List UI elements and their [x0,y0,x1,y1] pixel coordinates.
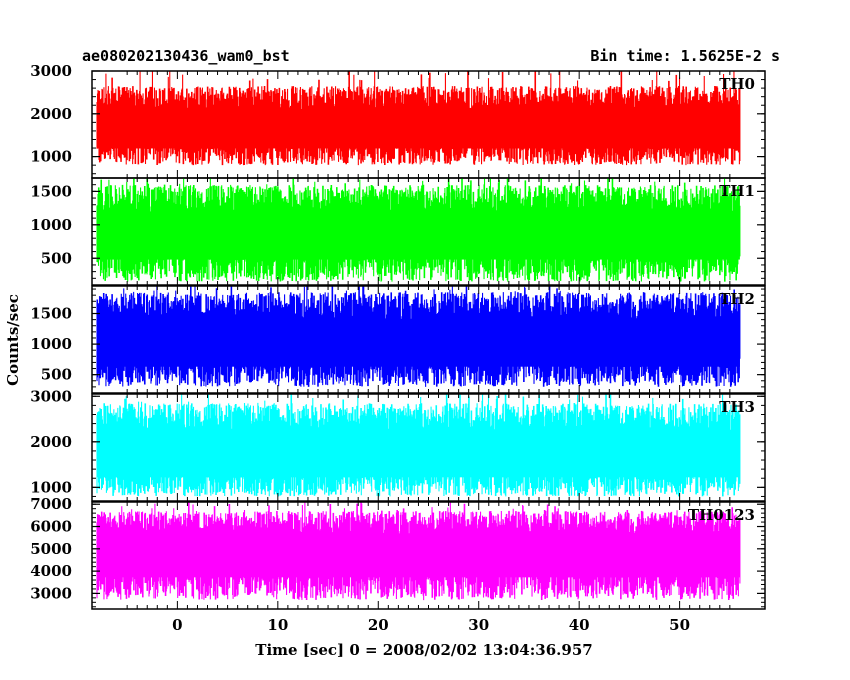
y-tick-label: 2000 [30,105,72,123]
y-tick-label: 3000 [30,584,72,602]
y-tick-label: 1500 [30,182,72,200]
y-tick-label: 3000 [30,62,72,80]
y-axis-label: Counts/sec [4,294,22,386]
series-core-th0123 [97,539,740,578]
panel-label-th0123: TH0123 [688,506,755,524]
panel-label-th0: TH0 [719,75,755,93]
y-tick-label: 1000 [30,335,72,353]
x-tick-label: 40 [569,616,590,634]
x-tick-label: 50 [669,616,690,634]
chart-title: ae080202130436_wam0_bst [82,47,290,65]
y-tick-label: 1000 [30,148,72,166]
y-tick-label: 1000 [30,216,72,234]
y-tick-label: 7000 [30,495,72,513]
y-tick-label: 1500 [30,305,72,323]
y-tick-label: 1000 [30,478,72,496]
series-core-th3 [97,436,740,478]
y-tick-label: 2000 [30,433,72,451]
panel-th1: 500 1000 1500 TH1 [30,177,766,286]
panel-label-th2: TH2 [719,290,755,308]
x-tick-labels: 0 10 20 30 40 50 [172,616,690,634]
y-tick-label: 6000 [30,518,72,536]
x-tick-label: 20 [368,616,389,634]
series-core-th2 [97,325,740,367]
x-tick-label: 30 [468,616,489,634]
x-axis-label: Time [sec] 0 = 2008/02/02 13:04:36.957 [255,641,592,659]
panel-label-th3: TH3 [719,398,755,416]
panel-label-th1: TH1 [719,182,755,200]
x-tick-label: 10 [267,616,288,634]
panel-th2: 500 1000 1500 TH2 [30,285,766,394]
y-tick-label: 500 [41,366,72,384]
panels-group: 1000 2000 3000 TH0 500 1000 1500 TH1 500 1000 1500… [30,62,766,610]
y-tick-label: 500 [41,249,72,267]
y-tick-label: 4000 [30,562,72,580]
y-tick-label: 5000 [30,540,72,558]
series-core-th0 [97,114,740,149]
panel-th0: 1000 2000 3000 TH0 [30,62,766,179]
series-core-th1 [97,217,740,260]
y-tick-label: 3000 [30,387,72,405]
bin-time-label: Bin time: 1.5625E-2 s [590,47,780,65]
x-tick-label: 0 [172,616,182,634]
panel-th0123: 3000 4000 5000 6000 7000 TH0123 [30,495,766,610]
panel-th3: 1000 2000 3000 TH3 [30,387,766,502]
